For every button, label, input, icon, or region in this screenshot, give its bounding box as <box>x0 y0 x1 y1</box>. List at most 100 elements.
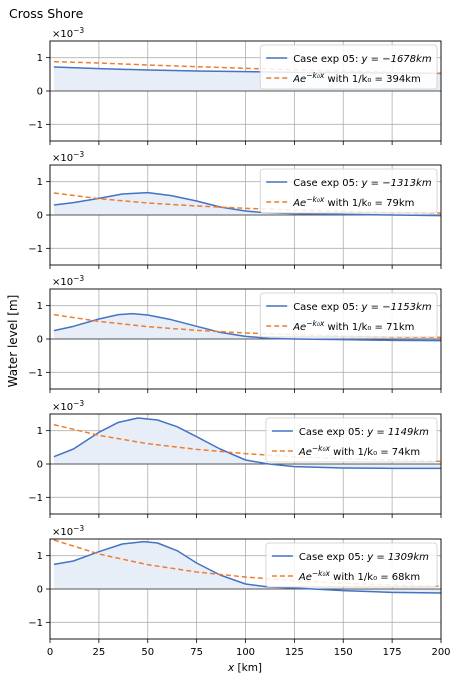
model-area-fill <box>53 418 441 469</box>
legend-box <box>265 542 438 588</box>
legend-box <box>259 168 438 214</box>
legend: Case exp 05: y = −1678km Ae−k₀x with 1/k₀… <box>259 44 438 90</box>
y-offset-label: ×10−3 <box>52 150 84 164</box>
subplot-1: −1 0 1 ×10−3 Case exp 05: y = −1678km Ae−k₀x … <box>28 26 442 145</box>
legend-fit-sup: −k₀x <box>306 71 325 80</box>
y-offset-power: −3 <box>73 399 84 408</box>
legend: Case exp 05: y = −1153km Ae−k₀x with 1/k₀… <box>259 292 438 338</box>
legend-fit-sup: −k₀x <box>306 319 325 328</box>
y-tick-label: −1 <box>28 493 43 504</box>
legend-fit-main: Ae <box>292 198 306 209</box>
model-area-fill <box>53 192 441 216</box>
y-axis-label: Water level [m] <box>6 295 20 388</box>
legend-model-prefix: Case exp 05: <box>293 54 361 65</box>
x-tick-label: 75 <box>190 647 203 658</box>
legend: Case exp 05: y = 1149km Ae−k₀x with 1/k₀ … <box>265 417 438 463</box>
y-tick-label: 0 <box>37 211 43 222</box>
y-tick-label: 1 <box>37 177 43 188</box>
x-axis-label: x [km] <box>227 662 262 674</box>
y-offset-power: −3 <box>73 150 84 159</box>
y-tick-label: 1 <box>37 551 43 562</box>
legend: Case exp 05: y = −1313km Ae−k₀x with 1/k₀… <box>259 168 438 214</box>
legend-fit-label: Ae−k₀x with 1/k₀ = 394km <box>292 71 421 85</box>
y-tick-label: −1 <box>28 120 43 131</box>
subplot-4: −1 0 1 ×10−3 Case exp 05: y = 1149km Ae−k₀x w… <box>28 399 442 518</box>
model-series-line <box>53 191 442 217</box>
x-tick-label: 125 <box>285 647 304 658</box>
y-tick-label: 0 <box>37 460 43 471</box>
legend-fit-label: Ae−k₀x with 1/k₀ = 74km <box>298 444 420 458</box>
y-tick-label: −1 <box>28 368 43 379</box>
legend-fit-sup: −k₀x <box>312 569 331 578</box>
y-tick-label: −1 <box>28 244 43 255</box>
legend-fit-suffix: with 1/k₀ = 394km <box>324 74 420 85</box>
model-series-line <box>53 540 442 594</box>
y-tick-label: 1 <box>37 53 43 64</box>
y-tick-label: 1 <box>37 426 43 437</box>
legend-model-prefix: Case exp 05: <box>299 427 367 438</box>
subplot-5: 0 25 50 75 100 125 150 175 200 −1 0 1 ×10−3 Case exp … <box>28 524 450 658</box>
legend-box <box>259 44 438 90</box>
legend-fit-label: Ae−k₀x with 1/k₀ = 71km <box>292 319 414 333</box>
legend-fit-sup: −k₀x <box>312 444 331 453</box>
y-offset-power: −3 <box>73 524 84 533</box>
legend-model-label: Case exp 05: y = −1153km <box>293 302 432 313</box>
x-tick-label: 175 <box>383 647 402 658</box>
legend-model-label: Case exp 05: y = 1309km <box>299 552 429 563</box>
legend-model-prefix: Case exp 05: <box>293 178 361 189</box>
legend-fit-sup: −k₀x <box>306 195 325 204</box>
figure-title: Cross Shore <box>9 6 84 21</box>
x-tick-label: 25 <box>93 647 106 658</box>
model-area-fill <box>53 541 441 593</box>
y-tick-label: 1 <box>37 301 43 312</box>
subplot-3: −1 0 1 ×10−3 Case exp 05: y = −1153km Ae−k₀x … <box>28 274 442 393</box>
model-area-fill <box>53 313 441 341</box>
x-tick-label: 50 <box>141 647 154 658</box>
x-axis-label-var: x <box>227 662 235 674</box>
legend-box <box>259 292 438 338</box>
y-offset-label: ×10−3 <box>52 26 84 40</box>
y-offset-label: ×10−3 <box>52 524 84 538</box>
y-offset-power: −3 <box>73 274 84 283</box>
y-tick-label: −1 <box>28 618 43 629</box>
legend-model-eq: y = −1678km <box>361 54 432 65</box>
legend-fit-main: Ae <box>292 74 306 85</box>
y-tick-label: 0 <box>37 585 43 596</box>
legend-model-eq: y = 1149km <box>366 427 429 438</box>
y-offset-label: ×10−3 <box>52 274 84 288</box>
legend-model-label: Case exp 05: y = −1678km <box>293 54 432 65</box>
legend-model-label: Case exp 05: y = 1149km <box>299 427 429 438</box>
subplot-2: −1 0 1 ×10−3 Case exp 05: y = −1313km Ae−k₀x … <box>28 150 442 269</box>
x-tick-label: 0 <box>47 647 53 658</box>
x-tick-label: 150 <box>334 647 353 658</box>
legend-fit-suffix: with 1/k₀ = 74km <box>330 447 420 458</box>
legend: Case exp 05: y = 1309km Ae−k₀x with 1/k₀ … <box>265 542 438 588</box>
legend-fit-main: Ae <box>292 322 306 333</box>
model-series-line <box>53 417 441 470</box>
y-offset-label: ×10−3 <box>52 399 84 413</box>
legend-fit-suffix: with 1/k₀ = 68km <box>330 572 420 583</box>
legend-fit-suffix: with 1/k₀ = 79km <box>324 198 414 209</box>
y-offset-base: ×10 <box>52 527 73 538</box>
legend-model-eq: y = −1313km <box>361 178 432 189</box>
legend-fit-main: Ae <box>298 572 312 583</box>
legend-box <box>265 417 438 463</box>
legend-fit-label: Ae−k₀x with 1/k₀ = 79km <box>292 195 414 209</box>
y-tick-label: 0 <box>37 335 43 346</box>
x-tick-label: 200 <box>431 647 450 658</box>
legend-model-label: Case exp 05: y = −1313km <box>293 178 432 189</box>
legend-fit-main: Ae <box>298 447 312 458</box>
legend-model-prefix: Case exp 05: <box>293 302 361 313</box>
legend-fit-label: Ae−k₀x with 1/k₀ = 68km <box>298 569 420 583</box>
y-tick-label: 0 <box>37 87 43 98</box>
x-tick-label: 100 <box>236 647 255 658</box>
y-offset-base: ×10 <box>52 153 73 164</box>
y-offset-base: ×10 <box>52 402 73 413</box>
x-axis-label-unit: [km] <box>234 662 262 674</box>
fit-series-line <box>53 539 442 588</box>
model-series-line <box>53 312 442 342</box>
legend-model-eq: y = 1309km <box>366 552 429 563</box>
y-offset-base: ×10 <box>52 277 73 288</box>
